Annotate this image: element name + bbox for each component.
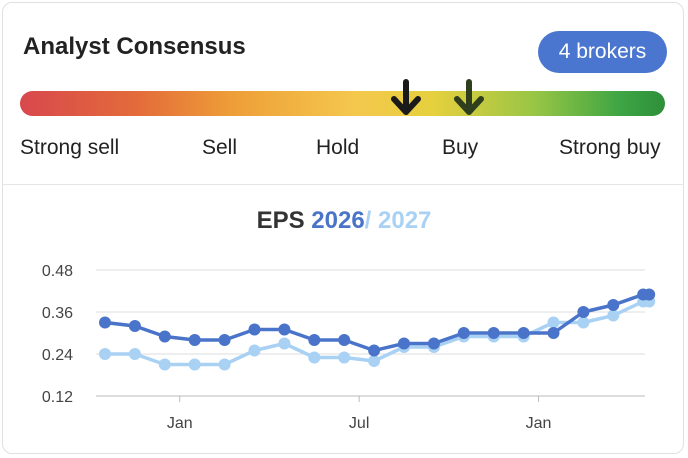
- data-point-2027: [248, 344, 261, 357]
- data-point-2026: [457, 327, 470, 339]
- data-point-2026: [278, 323, 291, 336]
- chart-title-separator: /: [364, 207, 372, 234]
- x-tick-label: Jan: [526, 415, 552, 432]
- scale-label-buy: Buy: [442, 136, 479, 159]
- y-tick-label: 0.36: [42, 305, 73, 322]
- y-tick-label: 0.12: [42, 389, 73, 406]
- data-point-2027: [368, 355, 381, 367]
- data-point-2026: [188, 334, 201, 346]
- chart-title: EPS 2026/ 2027: [0, 207, 688, 235]
- x-tick-label: Jul: [349, 415, 369, 432]
- arrow-down-icon: [454, 79, 484, 115]
- data-point-2027: [218, 358, 231, 371]
- data-point-2027: [547, 316, 560, 329]
- chart-title-label: EPS: [256, 207, 305, 234]
- series-line-2026: [104, 292, 650, 353]
- data-point-2027: [308, 351, 321, 364]
- scale-label-hold: Hold: [316, 136, 360, 159]
- scale-label-strong-buy: Strong buy: [559, 136, 661, 159]
- data-point-2027: [188, 358, 201, 371]
- data-point-2026: [308, 334, 321, 346]
- data-point-2026: [398, 337, 410, 350]
- chart-title-year-2027[interactable]: 2027: [378, 207, 432, 234]
- data-point-2027: [128, 348, 141, 360]
- data-point-2026: [427, 337, 440, 350]
- data-point-2026: [158, 330, 171, 343]
- data-point-2026: [218, 334, 231, 346]
- data-point-2026: [487, 327, 500, 339]
- data-point-2026: [338, 334, 351, 346]
- x-tick-label: Jan: [167, 415, 193, 432]
- data-point-2027: [607, 309, 620, 322]
- card-title: Analyst Consensus: [23, 33, 246, 60]
- y-tick-label: 0.48: [42, 263, 73, 280]
- data-point-2026: [577, 306, 590, 318]
- data-point-2026: [368, 344, 381, 357]
- data-point-2027: [278, 337, 291, 350]
- y-tick-label: 0.24: [42, 347, 73, 364]
- data-point-2026: [547, 327, 560, 339]
- chart-title-year-2026[interactable]: 2026: [311, 207, 365, 234]
- analyst-consensus-card: Analyst Consensus 4 brokers: [2, 2, 684, 454]
- data-point-2026: [643, 288, 656, 301]
- data-point-2027: [158, 358, 171, 371]
- data-point-2026: [607, 299, 620, 311]
- data-point-2027: [577, 316, 590, 329]
- arrow-down-icon: [391, 79, 421, 115]
- scale-label-sell: Sell: [202, 136, 238, 159]
- data-point-2027: [338, 351, 351, 364]
- data-point-2027: [99, 348, 111, 360]
- brokers-badge[interactable]: 4 brokers: [538, 31, 667, 73]
- data-point-2026: [517, 327, 530, 339]
- section-divider: [2, 184, 684, 185]
- scale-label-strong-sell: Strong sell: [20, 136, 120, 159]
- consensus-gauge-bar: [20, 91, 665, 116]
- data-point-2026: [248, 323, 261, 336]
- data-point-2026: [99, 316, 111, 329]
- data-point-2026: [128, 320, 141, 332]
